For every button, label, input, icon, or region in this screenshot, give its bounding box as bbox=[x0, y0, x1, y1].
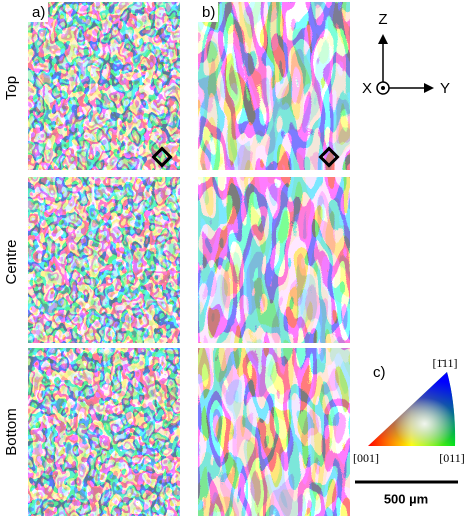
out-of-plane bbox=[381, 86, 385, 90]
label-bg bbox=[198, 2, 218, 22]
ebsd-map bbox=[198, 177, 350, 343]
ebsd-map bbox=[28, 348, 180, 516]
arrow-head bbox=[424, 83, 434, 93]
row-label: Bottom bbox=[3, 408, 20, 456]
ipf-triangle bbox=[368, 372, 456, 446]
axis-label: X bbox=[362, 80, 372, 97]
ipf-corner: [001] bbox=[353, 451, 379, 465]
ebsd-map bbox=[198, 348, 350, 516]
panel-label: b) bbox=[202, 4, 215, 21]
ebsd-map bbox=[28, 2, 180, 170]
marker bbox=[318, 146, 340, 168]
axis-label: Z bbox=[378, 11, 387, 28]
marker bbox=[151, 146, 173, 168]
ipf-corner: [1̄11] bbox=[432, 356, 457, 370]
panel-label: a) bbox=[32, 4, 45, 21]
ebsd-map bbox=[28, 177, 180, 343]
row-label: Top bbox=[3, 76, 20, 100]
row-label: Centre bbox=[3, 239, 20, 284]
label-bg bbox=[28, 2, 48, 22]
axis-label: Y bbox=[440, 80, 450, 97]
out-of-plane bbox=[376, 81, 390, 95]
ebsd-map bbox=[198, 2, 350, 170]
ipf-corner: [011] bbox=[439, 451, 465, 465]
panel-label: c) bbox=[373, 364, 386, 381]
scale-label: 500 µm bbox=[384, 491, 428, 506]
arrow-head bbox=[378, 34, 388, 44]
